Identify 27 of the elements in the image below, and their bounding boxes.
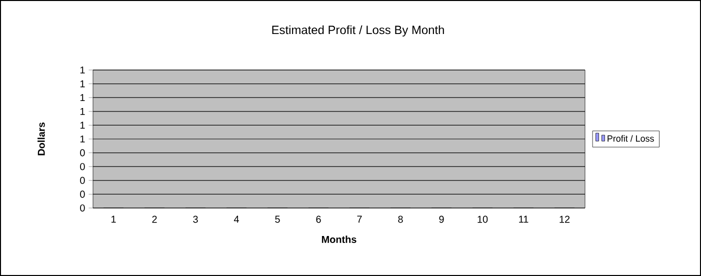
y-tick-label: 1 bbox=[80, 94, 85, 102]
legend-label: Profit / Loss bbox=[608, 135, 654, 142]
y-tick-label: 0 bbox=[80, 204, 85, 212]
x-tick-label: 11 bbox=[519, 216, 528, 223]
x-tick-label: 2 bbox=[152, 216, 157, 223]
x-tick-label: 8 bbox=[398, 216, 403, 223]
y-axis-title: Dollars bbox=[38, 122, 45, 156]
y-tick-label: 0 bbox=[80, 176, 85, 184]
x-tick-label: 4 bbox=[234, 216, 239, 223]
x-tick-label: 6 bbox=[316, 216, 321, 223]
x-tick-label: 9 bbox=[439, 216, 444, 223]
x-tick-label: 1 bbox=[111, 216, 116, 223]
chart-title: Estimated Profit / Loss By Month bbox=[272, 25, 444, 37]
x-tick-label: 10 bbox=[478, 216, 488, 223]
x-axis-title: Months bbox=[322, 236, 356, 243]
y-tick-label: 0 bbox=[80, 149, 85, 156]
y-tick-label: 1 bbox=[80, 80, 85, 88]
y-tick-label: 0 bbox=[80, 163, 85, 170]
x-tick-label: 12 bbox=[560, 216, 570, 223]
y-tick-label: 1 bbox=[80, 108, 85, 115]
x-tick-label: 3 bbox=[193, 216, 198, 223]
x-tick-label: 5 bbox=[275, 216, 280, 223]
y-tick-label: 1 bbox=[80, 66, 85, 74]
y-tick-label: 0 bbox=[80, 190, 85, 198]
y-tick-label: 1 bbox=[80, 122, 85, 129]
x-tick-label: 7 bbox=[357, 216, 362, 223]
y-tick-label: 1 bbox=[80, 136, 85, 142]
